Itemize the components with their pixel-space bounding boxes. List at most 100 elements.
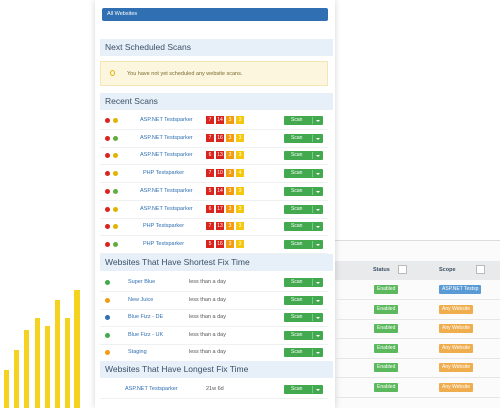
scan-button[interactable]: Scan [284,116,323,125]
button-label: Scan [291,240,303,247]
button-label: Scan [291,279,303,285]
website-link[interactable]: PHP Testsparker [143,170,185,177]
issue-count: 6 [206,204,214,213]
dropdown-caret [316,317,320,319]
website-link[interactable]: PHP Testsparker [143,240,185,247]
type-icon [113,171,118,177]
issue-count: 3 [226,186,234,195]
button-separator [312,117,313,124]
button-label: Scan [291,134,303,141]
notice-icon [110,70,115,76]
scan-button[interactable]: Scan [284,151,323,161]
table-row-line [335,299,500,300]
issue-count: 3 [226,116,234,124]
website-link[interactable]: ASP.NET Testsparker [140,117,193,123]
website-link[interactable]: Super Blue [128,279,156,285]
issue-count: 7 [206,169,214,178]
decor-bar [35,318,40,408]
type-icon [113,206,118,212]
table-header [330,261,500,280]
dropdown-caret [316,190,320,193]
column-header: Status [373,267,390,273]
scan-button[interactable]: Scan [284,169,323,179]
website-filter[interactable]: All Websites [102,8,328,21]
dropdown-caret [316,155,320,158]
section-title: Websites That Have Shortest Fix Time [100,254,333,271]
dropdown-caret [316,334,320,337]
table-row-line [335,357,500,359]
website-link[interactable]: ASP.NET Testsparker [140,205,193,212]
scan-button[interactable]: Scan [284,186,323,196]
status-icon [105,332,110,338]
dropdown-caret [316,389,320,391]
dropdown-caret [316,226,320,229]
website-link[interactable]: New Juice [128,296,154,303]
button-label: Scan [291,170,303,177]
fix-time: less than a day [189,296,226,303]
button-separator [312,279,313,286]
scope-badge: Any Website [439,304,473,314]
dropdown-caret [316,208,320,211]
decor-bar [14,350,19,408]
scope-badge: Any Website [439,382,473,392]
scan-row [100,165,328,184]
scan-button[interactable]: Scan [284,313,323,322]
issue-count: 3 [226,222,234,231]
issue-count: 3 [236,116,244,124]
website-link[interactable]: Blue Fizz - DE [128,314,164,320]
dropdown-caret [316,243,320,246]
fix-time: less than a day [189,331,226,338]
scan-button[interactable]: Scan [284,239,323,249]
fix-row [100,381,328,399]
website-link[interactable]: ASP.NET Testsparker [140,187,193,194]
status-badge: Enabled [374,343,399,353]
decor-bar [74,290,80,408]
button-label: Scan [291,205,303,212]
website-link[interactable]: ASP.NET Testsparker [125,386,178,392]
scan-button[interactable]: Scan [284,133,323,143]
button-label: Scan [291,187,303,194]
scan-button[interactable]: Scan [284,222,323,232]
button-label: Scan [291,223,303,230]
search-icon[interactable] [476,265,485,274]
issue-count: 3 [226,204,234,213]
issue-count: 7 [206,222,214,231]
scan-row [100,236,328,254]
scan-button[interactable]: Scan [284,295,323,305]
button-label: Scan [291,349,303,355]
scan-button[interactable]: Scan [284,348,323,357]
dropdown-caret [316,299,320,302]
issue-count: 14 [216,116,224,124]
fix-row [100,292,328,310]
button-label: Scan [291,296,303,303]
type-icon [113,241,118,247]
button-separator [312,170,313,178]
issue-count: 13 [216,151,224,160]
search-icon[interactable] [398,265,407,274]
scope-badge: Any Website [439,343,473,353]
table-row-line [335,318,500,320]
scan-button[interactable]: Scan [284,385,323,394]
status-icon [105,241,110,247]
website-link[interactable]: Blue Fizz - UK [128,331,164,338]
decor-bar [45,326,50,408]
scan-row [100,147,328,166]
decor-bar [4,370,9,408]
status-badge: Enabled [374,285,399,294]
website-link[interactable]: ASP.NET Testsparker [140,134,193,141]
scan-button[interactable]: Scan [284,330,323,340]
website-link[interactable]: ASP.NET Testsparker [140,152,193,159]
scan-button[interactable]: Scan [284,278,323,287]
scan-row [100,183,328,201]
dropdown-caret [316,173,320,176]
status-icon [105,118,110,123]
button-label: Scan [291,117,303,123]
type-icon [113,188,118,194]
website-link[interactable]: Staging [128,349,147,355]
fix-time: less than a day [189,314,226,320]
issue-count: 17 [216,204,224,213]
scan-button[interactable]: Scan [284,204,323,214]
issue-count: 13 [216,222,224,231]
status-icon [105,297,110,303]
website-link[interactable]: PHP Testsparker [143,223,185,230]
